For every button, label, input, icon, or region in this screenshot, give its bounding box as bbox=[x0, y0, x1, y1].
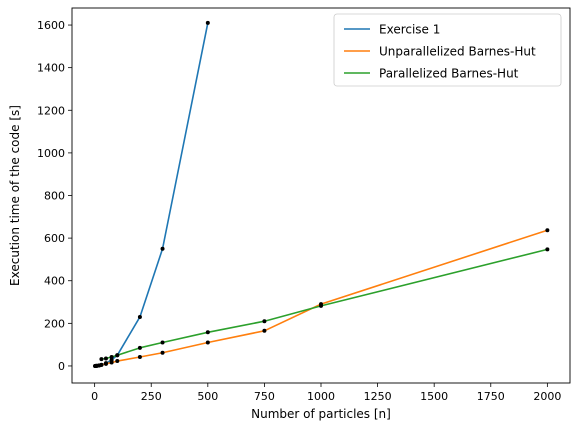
data-point bbox=[262, 328, 267, 333]
data-point bbox=[545, 228, 550, 233]
data-point bbox=[205, 340, 210, 345]
data-point bbox=[319, 303, 323, 308]
data-point bbox=[137, 355, 142, 360]
data-point bbox=[103, 356, 108, 361]
y-axis-ticks: 0 200 400 600 800 1000 1200 1400 1600 bbox=[37, 19, 72, 373]
legend-box bbox=[333, 13, 562, 87]
data-point bbox=[115, 359, 120, 364]
x-tick-label: 0 bbox=[91, 390, 98, 403]
data-point bbox=[99, 362, 104, 367]
data-point bbox=[160, 350, 165, 355]
data-point bbox=[545, 247, 550, 252]
x-tick-label: 750 bbox=[254, 390, 275, 403]
data-point bbox=[205, 20, 210, 25]
y-tick-label: 200 bbox=[44, 317, 65, 330]
x-axis-label: Number of particles [n] bbox=[251, 407, 391, 421]
series-points bbox=[93, 20, 550, 368]
data-point bbox=[109, 360, 114, 365]
data-point bbox=[137, 345, 142, 350]
series-line-1 bbox=[94, 22, 209, 367]
y-tick-label: 600 bbox=[44, 232, 65, 245]
y-tick-label: 0 bbox=[58, 360, 65, 373]
y-tick-label: 400 bbox=[44, 275, 65, 288]
x-tick-label: 2000 bbox=[533, 390, 561, 403]
x-tick-label: 1750 bbox=[477, 390, 505, 403]
data-point bbox=[205, 330, 210, 335]
data-point bbox=[115, 353, 120, 358]
data-point bbox=[160, 340, 165, 345]
data-point bbox=[103, 361, 108, 366]
legend: Exercise 1 Unparallelized Barnes-Hut Paral… bbox=[333, 13, 562, 87]
data-point bbox=[137, 314, 142, 319]
y-tick-label: 1400 bbox=[37, 62, 65, 75]
x-tick-label: 1500 bbox=[420, 390, 448, 403]
data-point bbox=[160, 246, 165, 251]
legend-label: Exercise 1 bbox=[379, 23, 440, 37]
legend-label: Parallelized Barnes-Hut bbox=[379, 67, 519, 81]
y-tick-label: 1200 bbox=[37, 104, 65, 117]
data-point bbox=[262, 319, 267, 324]
x-tick-label: 1250 bbox=[364, 390, 392, 403]
legend-label: Unparallelized Barnes-Hut bbox=[379, 45, 536, 59]
y-axis-label: Execution time of the code [s] bbox=[8, 105, 22, 286]
data-point bbox=[109, 355, 114, 360]
data-point bbox=[99, 357, 104, 362]
x-tick-label: 1000 bbox=[307, 390, 335, 403]
y-tick-label: 1000 bbox=[37, 147, 65, 160]
y-tick-label: 800 bbox=[44, 190, 65, 203]
series-line-3 bbox=[101, 248, 548, 360]
x-tick-label: 250 bbox=[141, 390, 162, 403]
y-tick-label: 1600 bbox=[37, 19, 65, 32]
x-axis-ticks: 0 250 500 750 1000 1250 1500 1750 2000 bbox=[91, 383, 561, 403]
plot-frame bbox=[71, 7, 571, 384]
x-tick-label: 500 bbox=[197, 390, 218, 403]
